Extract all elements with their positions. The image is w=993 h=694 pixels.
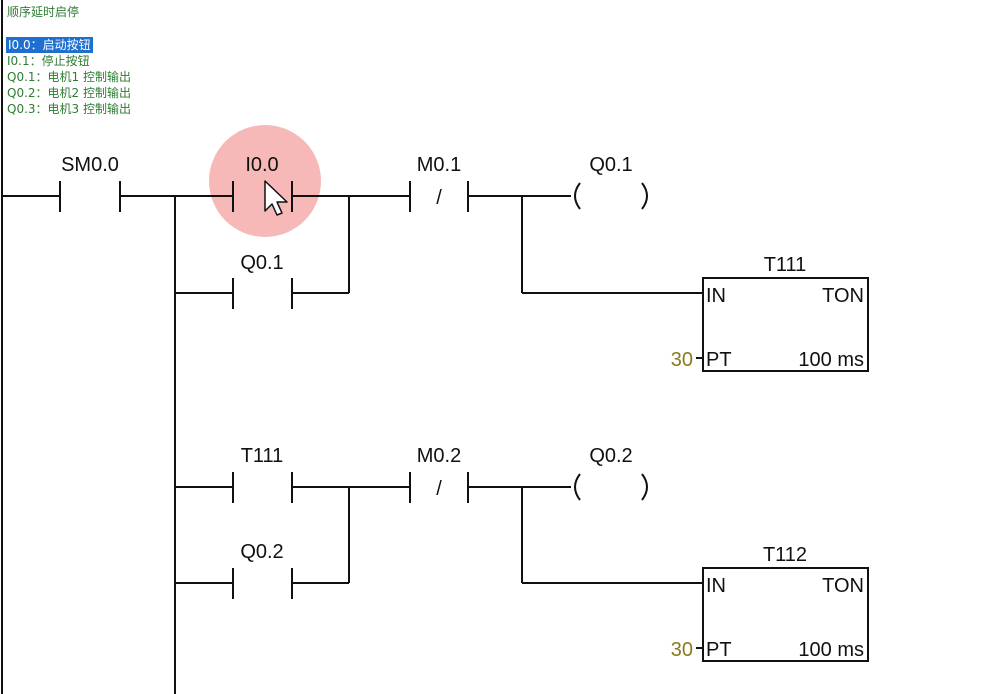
timer-pt-label: PT [706, 349, 732, 371]
contact-q01-hold[interactable] [232, 278, 293, 309]
mouse-pointer-icon [264, 180, 288, 216]
timer-box-t112[interactable] [702, 567, 869, 662]
coil-q02[interactable] [574, 473, 648, 501]
contact-m02-nc[interactable] [409, 472, 469, 503]
timer-pt-value[interactable]: 30 [671, 349, 693, 371]
timer-in-label: IN [706, 575, 726, 597]
coil-label-q01: Q0.1 [589, 154, 632, 176]
comment-line-1[interactable]: I0.0：启动按钮 [6, 37, 93, 53]
contact-m01-nc[interactable] [409, 181, 469, 212]
network-title[interactable]: 顺序延时启停 [7, 5, 80, 19]
comment-line-4[interactable]: Q0.2：电机2 控制输出 [7, 86, 131, 100]
timer-pt-label: PT [706, 639, 732, 661]
timer-pt-value[interactable]: 30 [671, 639, 693, 661]
contact-label-q01: Q0.1 [240, 252, 283, 274]
contact-label-q02: Q0.2 [240, 541, 283, 563]
coil-label-q02: Q0.2 [589, 445, 632, 467]
contact-label-sm00: SM0.0 [61, 154, 119, 176]
comment-line-5[interactable]: Q0.3：电机3 控制输出 [7, 102, 131, 116]
contact-t111[interactable] [232, 472, 293, 503]
timer-resolution: 100 ms [798, 349, 864, 371]
timer-in-label: IN [706, 285, 726, 307]
negation-mark-m01: / [436, 187, 442, 209]
negation-mark-m02: / [436, 478, 442, 500]
contact-label-m01: M0.1 [417, 154, 461, 176]
timer-type-label: TON [822, 575, 864, 597]
contact-q02-hold[interactable] [232, 568, 293, 599]
contact-label-t111: T111 [241, 445, 284, 467]
contact-sm00[interactable] [59, 181, 121, 212]
timer-name-t112: T112 [763, 544, 807, 566]
contact-label-i00: I0.0 [245, 154, 278, 176]
contact-label-m02: M0.2 [417, 445, 461, 467]
comment-line-2[interactable]: I0.1：停止按钮 [7, 54, 90, 68]
timer-name-t111: T111 [764, 254, 807, 276]
timer-type-label: TON [822, 285, 864, 307]
coil-q01[interactable] [574, 182, 648, 210]
contact-i00[interactable] [232, 181, 293, 212]
comment-line-3[interactable]: Q0.1：电机1 控制输出 [7, 70, 131, 84]
timer-box-t111[interactable] [702, 277, 869, 372]
timer-resolution: 100 ms [798, 639, 864, 661]
